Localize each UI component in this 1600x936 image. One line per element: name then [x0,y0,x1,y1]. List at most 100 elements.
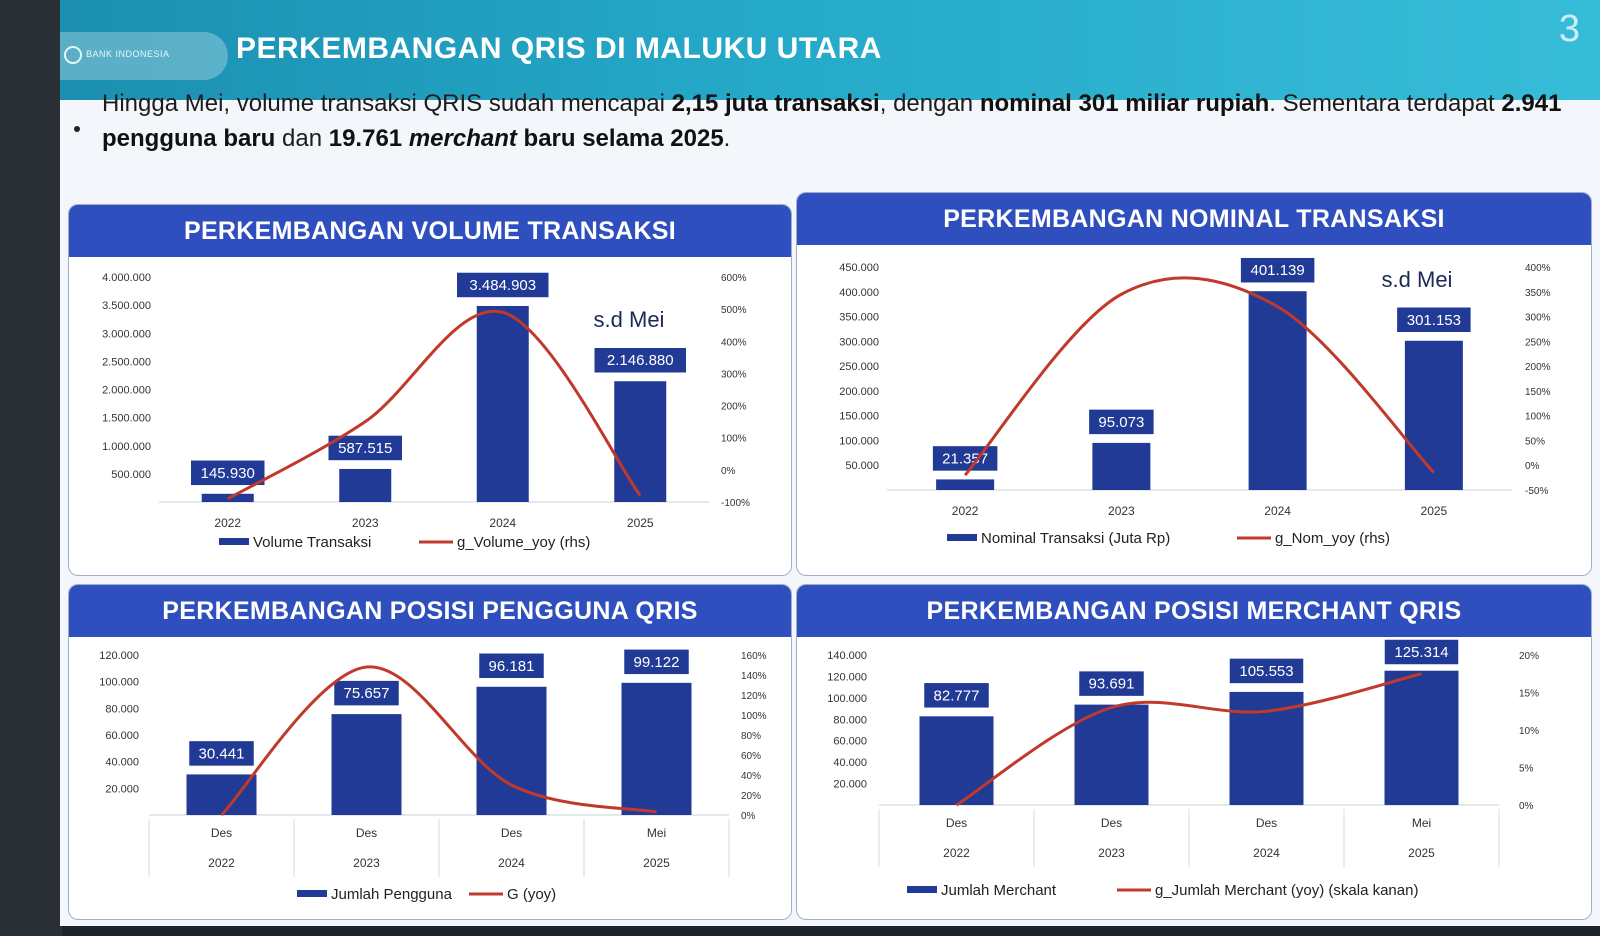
y2-tick-label: 60% [741,751,761,762]
x-tick-label-year: 2022 [943,846,970,860]
value-label: 99.122 [634,654,680,671]
y2-tick-label: 5% [1519,764,1534,775]
x-tick-label: Mei [647,826,666,840]
y2-tick-label: 0% [741,811,756,822]
summary-bold: nominal 301 miliar rupiah [979,90,1270,117]
x-tick-label-year: 2023 [353,856,380,870]
y2-tick-label: 100% [741,711,767,722]
chart-panel-merchant: PERKEMBANGAN POSISI MERCHANT QRIS 20.000… [796,584,1592,920]
summary-bold: 2.941 pengguna baru [102,90,1562,152]
value-label-box [622,648,691,676]
x-tick-label: 2022 [952,504,979,518]
y2-tick-label: 160% [741,651,767,662]
legend-bar-swatch [297,890,327,897]
value-label: 587.515 [338,440,392,457]
summary-part: . [723,125,731,152]
y-tick-label: 100.000 [839,435,879,447]
y-tick-label: 350.000 [839,312,879,324]
x-tick-label: 2024 [489,516,516,530]
y-tick-label: 50.000 [845,460,879,472]
y-tick-label: 60.000 [105,730,139,742]
value-label-box [1383,638,1460,666]
x-tick-label: Des [356,826,377,840]
y-tick-label: 120.000 [827,671,867,683]
y-tick-label: 250.000 [839,361,879,373]
y2-tick-label: 200% [1525,362,1551,373]
bar [614,381,667,502]
x-tick-label: 2023 [352,516,379,530]
presentation-slide: BANK INDONESIA PERKEMBANGAN QRIS DI MALU… [60,0,1600,926]
summary-bold: baru selama 2025 [516,125,724,152]
y2-tick-label: 120% [741,691,767,702]
y2-tick-label: 100% [721,434,747,445]
y-tick-label: 80.000 [105,703,139,715]
y2-tick-label: 0% [1519,801,1534,812]
x-tick-label: Des [946,816,967,830]
frame-edge [0,0,62,936]
y-tick-label: 140.000 [827,650,867,662]
value-label: 145.930 [201,465,255,482]
y-tick-label: 3.000.000 [102,328,151,340]
x-tick-label: Des [211,826,232,840]
y2-tick-label: 50% [1525,436,1545,447]
y2-tick-label: 350% [1525,288,1551,299]
summary-part: Hingga Mei, volume transaksi QRIS sudah … [102,90,672,117]
y2-tick-label: 250% [1525,337,1551,348]
y2-tick-label: -100% [721,498,750,509]
y2-tick-label: 20% [741,791,761,802]
x-tick-label: 2022 [214,516,241,530]
y2-tick-label: 300% [1525,313,1551,324]
value-label-box [1087,408,1156,436]
summary-part: , dengan [879,90,980,117]
y-tick-label: 4.000.000 [102,272,151,284]
y2-tick-label: 100% [1525,412,1551,423]
value-label: 82.777 [934,687,980,704]
y-tick-label: 60.000 [833,736,867,748]
bullet-icon [74,126,80,132]
legend-bar-label: Nominal Transaksi (Juta Rp) [981,530,1170,547]
y2-tick-label: 500% [721,305,747,316]
legend-bar-swatch [947,534,977,541]
y2-tick-label: 300% [721,369,747,380]
panel-title: PERKEMBANGAN VOLUME TRANSAKSI [69,205,791,257]
y2-tick-label: 0% [721,466,736,477]
legend-bar-label: Jumlah Merchant [941,882,1057,899]
x-tick-label: Des [1256,816,1277,830]
slide-header: BANK INDONESIA PERKEMBANGAN QRIS DI MALU… [60,0,1600,100]
chart-panel-volume: PERKEMBANGAN VOLUME TRANSAKSI 500.000 1.0… [68,204,792,576]
bar [1092,442,1151,490]
y2-tick-label: 15% [1519,689,1539,700]
y2-tick-label: 400% [1525,263,1551,274]
value-label-box [931,444,999,473]
value-label: 21.357 [942,450,988,467]
chart-nominal: 50.000 100.000 150.000 200.000 250.000 300.00… [839,256,1551,547]
value-label-box [593,346,688,374]
value-label: 105.553 [1239,663,1293,680]
bar [1404,340,1463,490]
summary-part: dan [275,125,329,152]
logo-badge: BANK INDONESIA [60,32,228,80]
bar [476,305,529,502]
x-tick-label-year: 2023 [1098,846,1125,860]
value-label: 3.484.903 [469,277,536,294]
y-tick-label: 40.000 [105,757,139,769]
x-tick-label: Mei [1412,816,1431,830]
x-tick-label-year: 2024 [1253,846,1280,860]
legend-bar-swatch [219,538,249,545]
y-tick-label: 2.500.000 [102,356,151,368]
y-tick-label: 120.000 [99,650,139,662]
legend-bar-swatch [907,886,937,893]
y2-tick-label: 40% [741,771,761,782]
y2-tick-label: 150% [1525,387,1551,398]
value-label: 95.073 [1098,414,1144,431]
bar [1229,691,1304,805]
legend-line-label: G (yoy) [507,886,556,903]
chart-panel-nominal: PERKEMBANGAN NOMINAL TRANSAKSI 50.000 100… [796,192,1592,576]
x-tick-label: Des [1101,816,1122,830]
summary-bold: 2,15 juta transaksi [671,90,880,117]
y-tick-label: 400.000 [839,287,879,299]
y-tick-label: 300.000 [839,336,879,348]
y-tick-label: 3.500.000 [102,300,151,312]
y-tick-label: 1.500.000 [102,413,151,425]
value-label-box [189,459,266,487]
